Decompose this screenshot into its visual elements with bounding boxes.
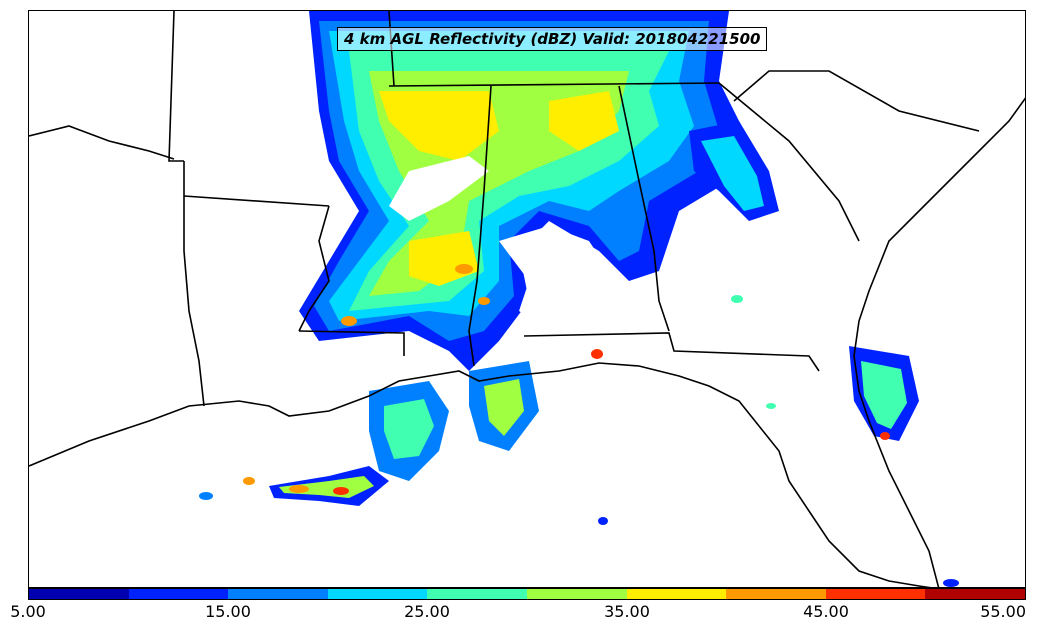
colorbar-segment	[427, 589, 527, 599]
colorbar-tick-label: 55.00	[980, 602, 1026, 621]
colorbar-segment	[128, 589, 229, 599]
colorbar-tick-label: 25.00	[404, 602, 450, 621]
state-borders	[29, 11, 1025, 587]
map-title: 4 km AGL Reflectivity (dBZ) Valid: 20180…	[337, 27, 768, 51]
colorbar-segment	[726, 589, 826, 599]
colorbar-tick-label: 35.00	[604, 602, 650, 621]
colorbar-segment	[825, 589, 926, 599]
colorbar-segment	[526, 589, 627, 599]
colorbar-segment	[626, 589, 727, 599]
colorbar-tick-label: 15.00	[205, 602, 251, 621]
colorbar-tick-label: 45.00	[803, 602, 849, 621]
map-panel: 4 km AGL Reflectivity (dBZ) Valid: 20180…	[28, 10, 1026, 588]
colorbar-tick-label: 5.00	[10, 602, 46, 621]
colorbar-segment	[228, 589, 328, 599]
map-canvas	[29, 11, 1025, 587]
reflectivity-field	[199, 11, 959, 587]
colorbar-segment	[29, 589, 129, 599]
colorbar-segment	[925, 589, 1025, 599]
colorbar-segment	[327, 589, 428, 599]
colorbar	[28, 588, 1026, 600]
